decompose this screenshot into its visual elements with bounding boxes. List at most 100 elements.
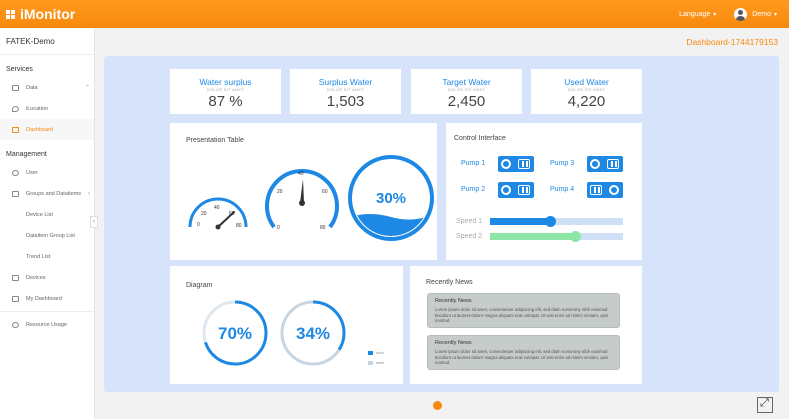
sidebar-item-dashboard[interactable]: Dashboard: [0, 119, 94, 140]
sidebar-item-label: Data: [26, 84, 38, 91]
card-title: Control Interface: [454, 135, 506, 142]
legend-item: amet: [368, 361, 384, 365]
sidebar-item-resource-usage[interactable]: Resource Usage: [0, 314, 94, 335]
stat-card: Water surplus DOLOR SIT AMET 87 %: [170, 69, 281, 114]
sidebar-item-ilocation[interactable]: iLocation: [0, 98, 94, 119]
pump-3-label: Pump 3: [550, 160, 575, 167]
legend-item: dolor: [368, 351, 384, 355]
slider-fill: [490, 233, 576, 240]
sidebar-item-my-dashboard[interactable]: My Dashboard: [0, 288, 94, 309]
gauge-tick: 0: [277, 225, 280, 231]
gauge-tick: 0: [197, 222, 200, 228]
sidebar-item-label: User: [26, 169, 38, 176]
user-menu[interactable]: Demo ▾: [752, 11, 777, 18]
pump-4-toggle[interactable]: [587, 182, 623, 198]
gauge-tick: 80: [236, 223, 242, 229]
toggle-grip-icon: [590, 185, 602, 195]
sidebar-item-device-list[interactable]: Device List: [0, 204, 94, 225]
database-icon: [12, 84, 19, 91]
chart-icon: [12, 295, 19, 302]
gauge-tick: 20: [277, 189, 283, 195]
page-indicator-dot[interactable]: [433, 401, 442, 410]
legend-swatch: [368, 351, 373, 355]
small-gauge: 0 20 40 60 80: [188, 197, 248, 230]
presentation-card: Presentation Table 0 20 40 60 80 0 20 40: [170, 123, 437, 260]
stat-title: Water surplus: [199, 77, 252, 87]
sidebar-item-data[interactable]: Data ⌃: [0, 77, 94, 98]
sidebar-item-user[interactable]: User: [0, 162, 94, 183]
news-card: Recently News Recently News Lorem ipsum …: [410, 266, 642, 384]
speed-2-label: Speed 2: [456, 233, 483, 240]
control-card: Control Interface Pump 1 Pump 3 Pump 2 P…: [446, 123, 642, 260]
avatar[interactable]: [734, 7, 748, 21]
stat-title: Surplus Water: [318, 77, 373, 87]
slider-thumb[interactable]: [544, 216, 556, 227]
stat-title: Target Water: [442, 77, 491, 87]
stat-value: 2,450: [447, 93, 486, 110]
user-name: Demo: [752, 10, 771, 18]
gauge-tick: 60: [322, 189, 328, 195]
caret-down-icon: ▾: [713, 11, 717, 18]
sidebar-item-label: Resource Usage: [26, 321, 67, 328]
legend-label: dolor: [376, 351, 384, 355]
speed-1-label: Speed 1: [456, 218, 483, 225]
donut-1-label: 70%: [218, 324, 252, 343]
slider-fill: [490, 218, 550, 225]
chevron-left-icon: ‹: [88, 190, 90, 197]
folder-icon: [12, 190, 19, 197]
user-icon: [12, 169, 19, 176]
pump-1-toggle[interactable]: [498, 156, 534, 172]
pump-3-toggle[interactable]: [587, 156, 623, 172]
tank-value: 30%: [376, 190, 406, 207]
sidebar-item-label: Dataitem Group List: [26, 232, 75, 239]
location-pin-icon: [12, 105, 19, 112]
sidebar-item-label: My Dashboard: [26, 295, 62, 302]
legend-label: amet: [376, 361, 384, 365]
pump-2-toggle[interactable]: [498, 182, 534, 198]
pump-2-label: Pump 2: [461, 186, 486, 193]
slider-thumb[interactable]: [570, 231, 582, 242]
sidebar-item-devices[interactable]: Devices: [0, 267, 94, 288]
stat-card: Target Water DOLOR SIT AMET 2,450: [411, 69, 522, 114]
sidebar-item-trend-list[interactable]: Trend List: [0, 246, 94, 267]
stat-subtitle: DOLOR SIT AMET: [567, 87, 606, 92]
toggle-grip-icon: [518, 159, 530, 169]
news-item[interactable]: Recently News Lorem ipsum dolor sit amet…: [427, 335, 620, 370]
sidebar-item-groups[interactable]: Groups and Dataitems ‹: [0, 183, 94, 204]
stat-value: 1,503: [326, 93, 365, 110]
donut-1-arc: [202, 300, 268, 366]
card-title: Presentation Table: [186, 137, 244, 144]
sidebar-item-dataitem-group-list[interactable]: Dataitem Group List: [0, 225, 94, 246]
speed-2-slider[interactable]: [490, 231, 623, 242]
language-dropdown[interactable]: Language ▾: [679, 11, 716, 18]
speed-1-slider[interactable]: [490, 216, 623, 227]
toggle-knob: [501, 159, 511, 169]
toggle-grip-icon: [518, 185, 530, 195]
section-services: Services: [6, 65, 33, 73]
clock-icon: [12, 321, 19, 328]
top-bar: iMonitor Language ▾ Demo ▾: [0, 0, 789, 28]
brand[interactable]: iMonitor: [0, 6, 75, 22]
sidebar-item-label: Dashboard: [26, 126, 53, 133]
donut-2-label: 34%: [296, 324, 330, 343]
fullscreen-icon[interactable]: [757, 397, 773, 413]
chevron-up-icon: ⌃: [84, 85, 90, 91]
stat-card: Used Water DOLOR SIT AMET 4,220: [531, 69, 642, 114]
sidebar-item-label: iLocation: [26, 105, 49, 112]
sidebar-item-label: Device List: [26, 211, 53, 218]
gauge-tick: 60: [229, 211, 235, 217]
dashboard-id[interactable]: Dashboard-1744179153: [686, 37, 778, 47]
sidebar-collapse-button[interactable]: ‹: [90, 216, 98, 228]
diagram-card: Diagram 70% 34% dolor amet: [170, 266, 403, 384]
stat-subtitle: DOLOR SIT AMET: [326, 87, 365, 92]
caret-down-icon: ▾: [773, 11, 777, 18]
stat-title: Used Water: [564, 77, 609, 87]
toggle-knob: [501, 185, 511, 195]
toggle-grip-icon: [607, 159, 619, 169]
gauge-tick: 80: [320, 225, 326, 231]
news-item[interactable]: Recently News Lorem ipsum dolor sit amet…: [427, 293, 620, 328]
water-tank: 30%: [348, 155, 434, 241]
stat-card: Surplus Water DOLOR SIT AMET 1,503: [290, 69, 401, 114]
pump-1-label: Pump 1: [461, 160, 486, 167]
card-title: Recently News: [426, 279, 473, 286]
